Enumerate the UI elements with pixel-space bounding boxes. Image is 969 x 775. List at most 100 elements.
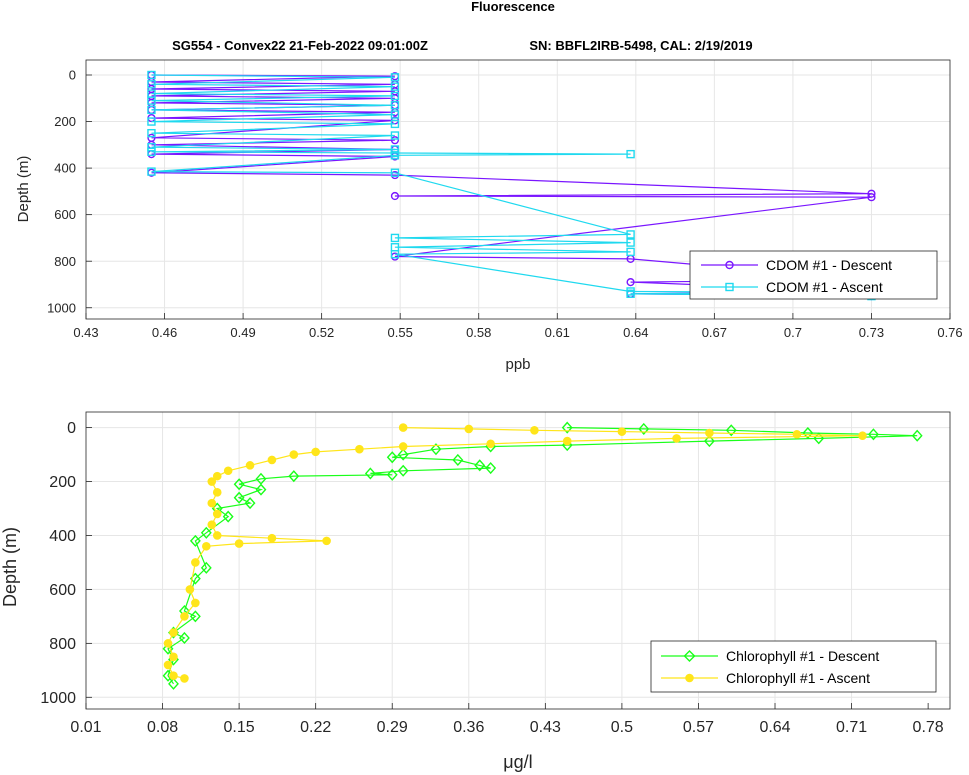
chlorophyll-point-descent [474,459,486,472]
chlorophyll-point-ascent [705,428,714,438]
chlorophyll-point-descent [802,426,814,440]
cdom-point-ascent [390,119,400,129]
cdom-point-ascent [147,167,156,176]
cdom-x-tick-label: 0.52 [309,325,334,340]
chlorophyll-point-ascent [311,447,320,457]
chlorophyll-x-tick-label: 0.29 [377,719,408,736]
cdom-y-tick-label: 400 [54,161,76,176]
cdom-y-ticks: 0 200 400 600 800 1000 [47,68,92,315]
cdom-x-tick-label: 0.73 [859,325,884,340]
chlorophyll-point-ascent [207,520,217,529]
chlorophyll-point-ascent [163,639,173,648]
chlorophyll-point-descent [430,443,442,456]
cdom-point-ascent [147,105,156,115]
cdom-legend: CDOM #1 - Descent CDOM #1 - Ascent [689,250,938,300]
cdom-point-ascent [390,101,400,110]
chlorophyll-y-tick-label: 200 [49,474,76,491]
cdom-point-ascent [626,149,635,159]
cdom-point-ascent [626,230,635,239]
chlorophyll-point-ascent [398,423,408,432]
cdom-series-line-ascent [151,74,872,297]
cdom-legend-item-ascent: CDOM #1 - Ascent [701,279,883,295]
chlorophyll-point-descent [911,429,923,442]
chlorophyll-point-descent [397,448,409,461]
cdom-point-descent [867,193,876,202]
chlorophyll-legend-marker-ascent [685,673,694,683]
cdom-y-tick-label: 200 [54,114,76,129]
chlorophyll-point-ascent [530,425,539,435]
cdom-x-tick-label: 0.43 [73,325,98,340]
cdom-legend-item-descent: CDOM #1 - Descent [701,257,892,273]
chlorophyll-point-ascent [191,558,200,567]
chlorophyll-x-axis-label: μg/l [503,752,532,772]
chlorophyll-x-tick-label: 0.71 [836,719,867,736]
chlorophyll-point-descent [485,462,497,475]
chlorophyll-x-tick-label: 0.22 [300,719,331,736]
chlorophyll-legend-label-ascent: Chlorophyll #1 - Ascent [726,670,870,686]
chlorophyll-point-descent [364,467,376,480]
chlorophyll-point-descent [189,534,201,547]
cdom-x-tick-label: 0.64 [623,325,648,340]
chlorophyll-point-descent [233,491,245,504]
chlorophyll-point-ascent [562,436,572,446]
chlorophyll-legend-item-ascent: Chlorophyll #1 - Ascent [661,670,870,686]
chlorophyll-point-descent [168,677,179,690]
cdom-point-ascent [147,96,156,105]
chlorophyll-point-descent [255,483,267,496]
cdom-point-ascent [390,233,400,243]
chlorophyll-point-ascent [234,539,244,548]
cdom-point-ascent [626,247,635,257]
cdom-y-tick-label: 600 [54,207,76,222]
chlorophyll-point-ascent [185,585,195,594]
chlorophyll-point-ascent [169,671,178,681]
chlorophyll-point-ascent [858,431,867,440]
chlorophyll-point-ascent [464,424,474,434]
chlorophyll-point-ascent [207,498,217,508]
chlorophyll-x-ticks: 0.01 0.08 0.15 0.22 0.29 0.36 0.43 0.5 0.57 0.64 0… [70,703,944,736]
chlorophyll-point-ascent [212,471,222,481]
chlorophyll-point-ascent [267,533,277,543]
chlorophyll-legend-item-descent: Chlorophyll #1 - Descent [661,648,879,664]
cdom-x-tick-label: 0.49 [230,325,255,340]
cdom-point-ascent [390,110,400,119]
chlorophyll-point-descent [244,497,256,510]
chlorophyll-y-tick-label: 0 [67,420,76,437]
chlorophyll-legend-marker-descent [683,650,696,662]
chlorophyll-point-ascent [202,541,211,551]
chlorophyll-point-ascent [212,531,222,540]
cdom-point-ascent [147,142,156,152]
chlorophyll-point-ascent [223,466,233,476]
chlorophyll-y-axis-label: Depth (m) [0,527,20,607]
chlorophyll-point-descent [561,421,573,434]
chlorophyll-legend: Chlorophyll #1 - Descent Chlorophyll #1 … [650,640,937,693]
cdom-point-descent [390,136,400,145]
chlorophyll-point-descent [222,510,234,523]
cdom-point-ascent [147,80,156,89]
chlorophyll-point-descent [386,451,398,464]
chlorophyll-x-tick-label: 0.36 [453,719,484,736]
cdom-point-descent [626,278,635,287]
chlorophyll-y-tick-label: 400 [49,528,76,545]
chlorophyll-point-ascent [355,444,364,454]
chlorophyll-point-descent [452,453,464,467]
chlorophyll-point-ascent [169,652,178,662]
figure-subtitle-right: SN: BBFL2IRB-5498, CAL: 2/19/2019 [529,38,752,53]
cdom-legend-label-descent: CDOM #1 - Descent [766,257,892,273]
chlorophyll-point-ascent [212,509,222,519]
chlorophyll-x-tick-label: 0.43 [530,719,561,736]
cdom-legend-marker-ascent [725,282,734,292]
chlorophyll-point-descent [288,470,300,483]
cdom-point-ascent [390,168,400,177]
chlorophyll-point-ascent [180,674,189,683]
chlorophyll-point-ascent [191,598,200,608]
cdom-point-ascent [390,250,400,259]
cdom-point-ascent [390,131,400,140]
chlorophyll-series-layer [162,421,923,690]
cdom-x-tick-label: 0.46 [152,325,177,340]
chlorophyll-point-ascent [792,430,802,439]
chlorophyll-point-descent [233,478,245,491]
chlorophyll-point-ascent [322,536,331,546]
cdom-legend-label-ascent: CDOM #1 - Ascent [766,279,883,295]
cdom-point-ascent [390,73,400,82]
chlorophyll-point-ascent [180,612,189,621]
